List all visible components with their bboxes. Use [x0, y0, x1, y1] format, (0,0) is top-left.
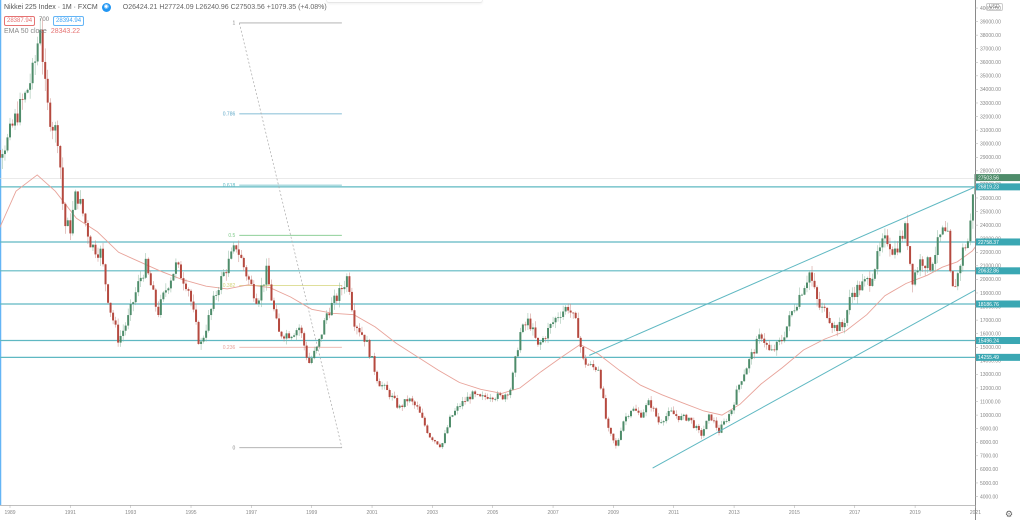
svg-text:10000.00: 10000.00: [980, 413, 1001, 419]
svg-text:35000.00: 35000.00: [980, 74, 1001, 80]
svg-text:22758.37: 22758.37: [978, 240, 999, 246]
svg-text:26000.00: 26000.00: [980, 196, 1001, 202]
svg-text:26819.23: 26819.23: [978, 185, 999, 191]
svg-text:34000.00: 34000.00: [980, 87, 1001, 93]
svg-text:8000.00: 8000.00: [980, 440, 998, 446]
gear-icon[interactable]: ⚙: [1005, 509, 1014, 519]
svg-text:5000.00: 5000.00: [980, 481, 998, 487]
svg-text:2017: 2017: [849, 510, 860, 516]
svg-text:1995: 1995: [185, 510, 196, 516]
svg-text:24000.00: 24000.00: [980, 223, 1001, 229]
svg-text:28000.00: 28000.00: [980, 169, 1001, 175]
svg-text:27503.56: 27503.56: [978, 175, 999, 181]
svg-text:0.5: 0.5: [228, 233, 235, 239]
svg-text:21000.00: 21000.00: [980, 264, 1001, 270]
svg-text:2015: 2015: [789, 510, 800, 516]
svg-text:13000.00: 13000.00: [980, 372, 1001, 378]
sell-price-button[interactable]: 28387.94: [4, 15, 36, 26]
svg-text:18186.76: 18186.76: [978, 302, 999, 308]
ema-value: 28343.22: [50, 28, 81, 35]
svg-text:33000.00: 33000.00: [980, 101, 1001, 107]
channel-line: [589, 175, 1000, 356]
svg-text:4000.00: 4000.00: [980, 494, 998, 500]
svg-text:2005: 2005: [487, 510, 498, 516]
svg-text:14255.49: 14255.49: [978, 355, 999, 361]
svg-text:0: 0: [233, 445, 236, 451]
svg-text:1991: 1991: [65, 510, 76, 516]
svg-text:12000.00: 12000.00: [980, 386, 1001, 392]
svg-text:2009: 2009: [608, 510, 619, 516]
svg-text:0.618: 0.618: [223, 183, 236, 189]
svg-text:2011: 2011: [668, 510, 679, 516]
svg-text:2003: 2003: [427, 510, 438, 516]
symbol-title[interactable]: Nikkei 225 Index · 1M · FXCM: [4, 4, 98, 11]
svg-text:20632.86: 20632.86: [978, 269, 999, 275]
svg-text:39000.00: 39000.00: [980, 19, 1001, 25]
svg-text:2021: 2021: [970, 510, 981, 516]
svg-text:15496.24: 15496.24: [978, 338, 999, 344]
buy-price-button[interactable]: 28394.94: [53, 15, 85, 26]
svg-text:0.236: 0.236: [223, 345, 236, 351]
spread-value: 700: [39, 17, 50, 23]
svg-text:38000.00: 38000.00: [980, 33, 1001, 39]
svg-text:14000.00: 14000.00: [980, 359, 1001, 365]
svg-text:22000.00: 22000.00: [980, 250, 1001, 256]
svg-text:6000.00: 6000.00: [980, 467, 998, 473]
svg-text:17000.00: 17000.00: [980, 318, 1001, 324]
svg-text:16000.00: 16000.00: [980, 331, 1001, 337]
svg-text:20000.00: 20000.00: [980, 277, 1001, 283]
channel-line: [652, 276, 1000, 469]
svg-text:36000.00: 36000.00: [980, 60, 1001, 66]
svg-text:9000.00: 9000.00: [980, 426, 998, 432]
svg-text:40000.00: 40000.00: [980, 6, 1001, 12]
svg-text:15000.00: 15000.00: [980, 345, 1001, 351]
top-toolbar-panel: [326, 0, 483, 3]
currency-label[interactable]: USD: [986, 3, 1003, 11]
svg-text:30000.00: 30000.00: [980, 142, 1001, 148]
candles: [0, 17, 977, 449]
svg-text:11000.00: 11000.00: [980, 399, 1001, 405]
svg-text:1993: 1993: [125, 510, 136, 516]
svg-text:31000.00: 31000.00: [980, 128, 1001, 134]
svg-text:7000.00: 7000.00: [980, 454, 998, 460]
svg-text:25000.00: 25000.00: [980, 209, 1001, 215]
svg-text:1997: 1997: [246, 510, 257, 516]
svg-text:2013: 2013: [729, 510, 740, 516]
svg-text:32000.00: 32000.00: [980, 114, 1001, 120]
svg-text:2007: 2007: [547, 510, 558, 516]
svg-text:19000.00: 19000.00: [980, 291, 1001, 297]
svg-text:0.786: 0.786: [223, 112, 236, 118]
svg-text:1989: 1989: [4, 510, 15, 516]
svg-text:1: 1: [233, 21, 236, 27]
ohlc-values: O26424.21 H27724.09 L26240.96 C27503.56 …: [122, 4, 327, 11]
svg-text:29000.00: 29000.00: [980, 155, 1001, 161]
svg-text:0.382: 0.382: [223, 283, 236, 289]
data-source-icon[interactable]: ◉: [101, 3, 111, 12]
svg-text:1999: 1999: [306, 510, 317, 516]
svg-text:2019: 2019: [910, 510, 921, 516]
svg-text:2001: 2001: [366, 510, 377, 516]
svg-text:37000.00: 37000.00: [980, 47, 1001, 53]
ema-label[interactable]: EMA 50 close: [4, 28, 47, 35]
chart-legend: Nikkei 225 Index · 1M · FXCM ◉ O26424.21…: [4, 2, 327, 37]
